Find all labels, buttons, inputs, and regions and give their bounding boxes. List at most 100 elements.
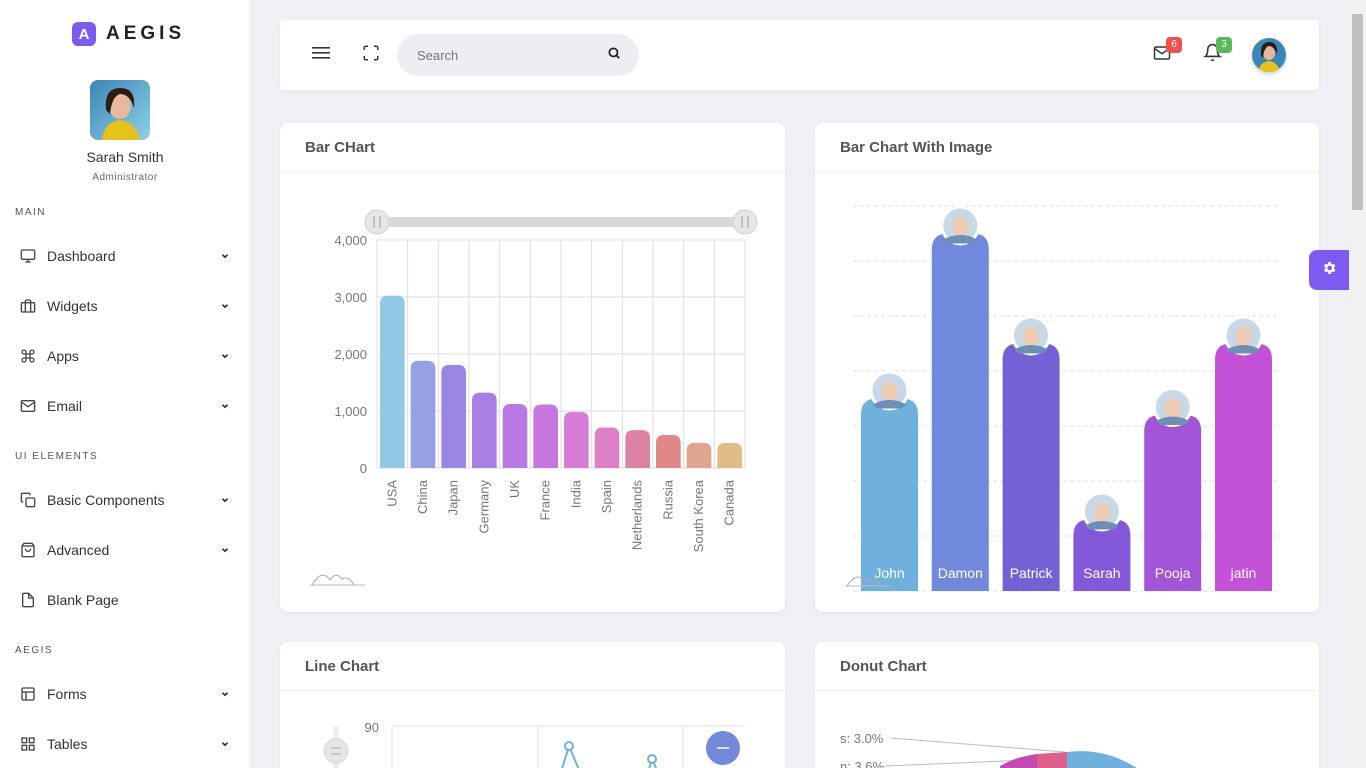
bar-avatar[interactable] [1223, 315, 1264, 356]
zoom-out-button[interactable] [706, 731, 740, 765]
sidebar-item-label: Forms [47, 686, 87, 702]
bar-image-chart-card: Bar Chart With Image John Damon Patrick Sar… [815, 123, 1319, 612]
bar-label: Sarah [1083, 565, 1120, 581]
bar-germany[interactable] [472, 392, 497, 468]
bar-chart-card: Bar CHart 0 1,000 2,000 3,000 4,000 USA China… [280, 123, 785, 612]
brand[interactable]: A AEGIS [72, 22, 185, 46]
bar-avatar[interactable] [940, 205, 981, 246]
x-tick-label: Japan [446, 480, 461, 515]
sidebar-item-label: Tables [47, 736, 88, 752]
bell-icon [1202, 43, 1222, 67]
profile-avatar[interactable] [90, 80, 150, 140]
line-chart-card: Line Chart 90 [280, 642, 785, 768]
sidebar-item-label: Dashboard [47, 248, 116, 264]
chevron-down-icon [219, 545, 231, 555]
sidebar-item-dashboard[interactable]: Dashboard [0, 238, 250, 274]
bar-france[interactable] [533, 404, 558, 468]
notifications-button[interactable]: 3 [1202, 37, 1232, 67]
card-title: Donut Chart [840, 658, 927, 675]
sidebar-item-apps[interactable]: Apps [0, 338, 250, 374]
bar-india[interactable] [564, 411, 589, 468]
sidebar-item-label: Widgets [47, 298, 98, 314]
bar-damon[interactable] [931, 233, 989, 592]
sidebar-item-widgets[interactable]: Widgets [0, 288, 250, 324]
bar-avatar[interactable] [1152, 387, 1193, 427]
bar-label: Damon [938, 565, 983, 581]
hamburger-icon [312, 46, 330, 65]
sidebar-item-label: Basic Components [47, 492, 165, 508]
bar-sarah[interactable] [1073, 519, 1131, 592]
x-tick-label: USA [384, 480, 399, 507]
gear-icon [1321, 260, 1337, 281]
y-tick-label: 3,000 [334, 290, 367, 305]
range-slider-track[interactable] [377, 217, 745, 227]
bar-south-korea[interactable] [686, 442, 712, 468]
sidebar-item-blank-page[interactable]: Blank Page [0, 582, 250, 618]
chevron-down-icon [219, 739, 231, 749]
bar-uk[interactable] [502, 404, 528, 468]
bar-chart: 0 1,000 2,000 3,000 4,000 USA China Japan Germa… [310, 209, 758, 586]
bar-avatar[interactable] [869, 370, 910, 411]
menu-toggle-button[interactable] [311, 45, 331, 65]
sidebar-item-email[interactable]: Email [0, 388, 250, 424]
sidebar-item-advanced[interactable]: Advanced [0, 532, 250, 568]
bar-label: jatin [1230, 565, 1257, 581]
briefcase-icon [19, 297, 37, 315]
x-tick-label: UK [507, 480, 522, 498]
menu-header-ui-elements: UI ELEMENTS [15, 451, 99, 462]
maximize-icon [362, 44, 380, 67]
bar-spain[interactable] [594, 427, 620, 468]
line-point[interactable] [647, 754, 657, 764]
x-tick-label: China [415, 479, 430, 514]
bar-china[interactable] [410, 360, 436, 468]
chevron-down-icon [219, 401, 231, 411]
bar-canada[interactable] [717, 442, 742, 468]
settings-panel-toggle[interactable] [1309, 250, 1349, 290]
menu-header-aegis: AEGIS [15, 645, 54, 656]
card-title: Bar Chart With Image [840, 139, 993, 156]
bar-avatar[interactable] [1011, 315, 1052, 356]
card-title: Line Chart [305, 658, 380, 675]
pie-slice[interactable] [1067, 751, 1155, 768]
search-icon[interactable] [607, 46, 621, 65]
y-tick-label: 4,000 [334, 233, 367, 248]
y-tick-label: 90 [365, 720, 379, 735]
bar-john[interactable] [861, 398, 918, 592]
fullscreen-button[interactable] [361, 45, 381, 65]
sidebar-item-basic-components[interactable]: Basic Components [0, 482, 250, 518]
x-tick-label: Germany [476, 480, 491, 534]
chart-scroll-preview [845, 576, 890, 587]
line-point[interactable] [564, 741, 574, 751]
user-avatar[interactable] [1252, 38, 1286, 72]
pie-slice[interactable] [1037, 752, 1067, 768]
bar-russia[interactable] [656, 434, 681, 468]
line-chart: 90 [323, 720, 745, 768]
y-tick-label: 1,000 [334, 404, 367, 419]
sidebar-item-label: Advanced [47, 542, 110, 558]
profile-name: Sarah Smith [86, 149, 164, 165]
bar-avatar[interactable] [1081, 491, 1122, 532]
bar-netherlands[interactable] [625, 430, 650, 468]
sidebar-item-forms[interactable]: Forms [0, 676, 250, 712]
page-scrollbar[interactable] [1349, 0, 1366, 768]
y-tick-label: 2,000 [334, 347, 367, 362]
bar-pooja[interactable] [1144, 415, 1202, 591]
bar-jatin[interactable] [1215, 343, 1272, 592]
notification-badge: 3 [1216, 37, 1232, 53]
sidebar-item-tables[interactable]: Tables [0, 726, 250, 762]
page-scrollbar-thumb[interactable] [1352, 14, 1363, 210]
bar-japan[interactable] [441, 364, 466, 468]
range-slider-right-handle[interactable] [732, 209, 758, 235]
mail-button[interactable]: 6 [1152, 37, 1182, 65]
profile-role: Administrator [92, 172, 158, 183]
zoom-slider-handle[interactable] [323, 726, 349, 768]
pie-slice[interactable] [1000, 754, 1037, 768]
bar-image-chart: John Damon Patrick Sarah Pooja jatin [845, 205, 1278, 592]
bar-patrick[interactable] [1002, 343, 1060, 592]
search-input[interactable] [417, 47, 607, 63]
bar-usa[interactable] [380, 295, 405, 468]
range-slider-left-handle[interactable] [364, 209, 390, 235]
sidebar-item-label: Email [47, 398, 83, 414]
chevron-down-icon [219, 251, 231, 261]
x-tick-label: France [538, 480, 553, 520]
